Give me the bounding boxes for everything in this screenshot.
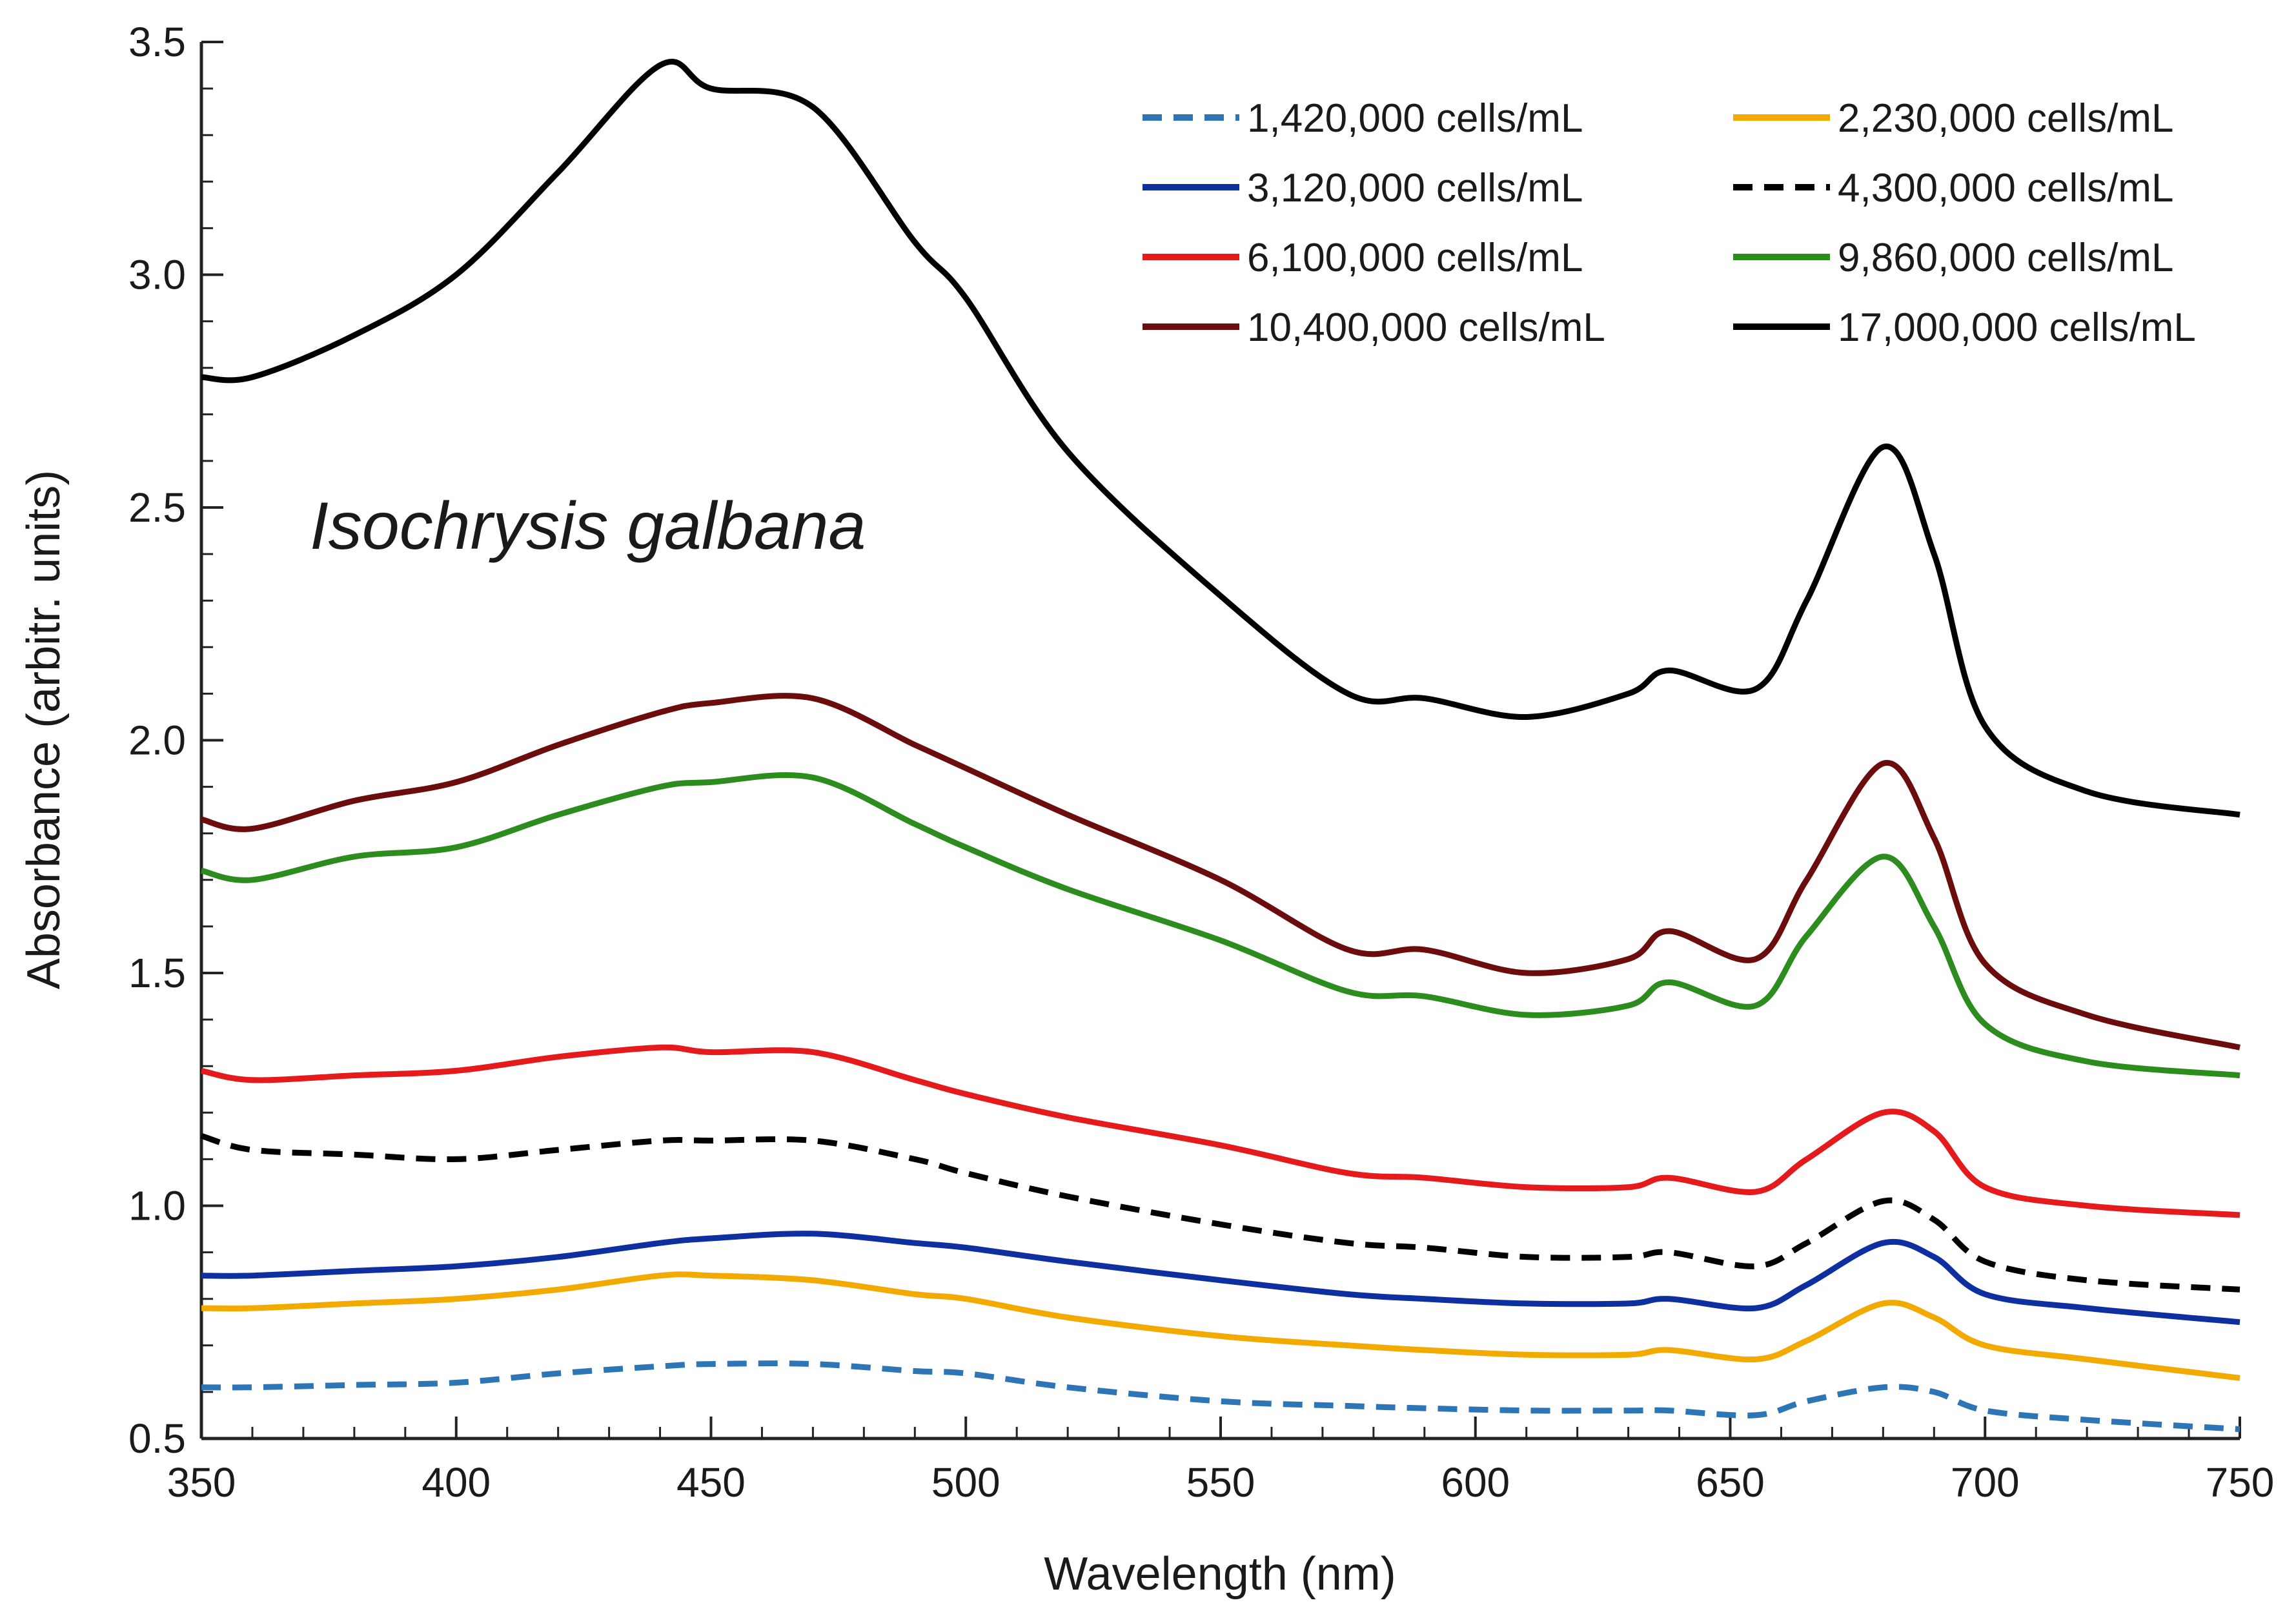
legend-label: 3,120,000 cells/mL (1247, 166, 1583, 210)
series-line-5 (201, 1044, 2240, 1218)
x-axis-title: Wavelength (nm) (1044, 1548, 1396, 1600)
legend: 1,420,000 cells/mL 2,230,000 cells/mL 3,12… (1143, 96, 2196, 350)
series-line-6 (200, 772, 2240, 1079)
y-tick-label: 3.0 (128, 252, 186, 298)
series-line-8 (201, 58, 2240, 818)
y-tick-label: 2.0 (128, 717, 186, 764)
x-tick-label: 500 (931, 1459, 1001, 1506)
y-tick-label: 2.5 (128, 484, 186, 531)
legend-label: 9,860,000 cells/mL (1838, 236, 2173, 280)
x-tick-label: 450 (676, 1459, 746, 1506)
x-tick-label: 750 (2206, 1459, 2275, 1506)
x-tick-label: 600 (1441, 1459, 1510, 1506)
legend-label: 10,400,000 cells/mL (1247, 305, 1605, 350)
series-line-4 (200, 1132, 2240, 1293)
y-axis-title: Absorbance (arbitr. units) (18, 470, 70, 989)
x-tick-label: 650 (1696, 1459, 1765, 1506)
x-tick-label: 400 (422, 1459, 491, 1506)
series-lines (200, 58, 2240, 1433)
x-tick-label: 350 (167, 1459, 236, 1506)
axis-ticks: 350 400 450 500 550 600 650 700 750 0.5 1.0 1.5 2.0 2… (128, 19, 2274, 1506)
legend-label: 4,300,000 cells/mL (1838, 166, 2173, 210)
axes: 350 400 450 500 550 600 650 700 750 0.5 1.0 1.5 2.0 2… (128, 19, 2274, 1506)
y-tick-label: 1.5 (128, 950, 186, 996)
x-tick-label: 700 (1951, 1459, 2020, 1506)
y-tick-label: 3.5 (128, 19, 186, 65)
legend-label: 6,100,000 cells/mL (1247, 236, 1583, 280)
y-tick-label: 1.0 (128, 1183, 186, 1229)
series-line-1 (201, 1360, 2240, 1433)
legend-label: 1,420,000 cells/mL (1247, 96, 1583, 141)
series-line-2 (201, 1271, 2240, 1381)
species-annotation: Isochrysis galbana (310, 489, 866, 564)
series-line-7 (200, 693, 2240, 1050)
legend-label: 2,230,000 cells/mL (1838, 96, 2173, 141)
series-line-3 (201, 1231, 2240, 1326)
x-tick-label: 550 (1186, 1459, 1255, 1506)
y-tick-label: 0.5 (128, 1415, 186, 1462)
legend-label: 17,000,000 cells/mL (1838, 305, 2196, 350)
